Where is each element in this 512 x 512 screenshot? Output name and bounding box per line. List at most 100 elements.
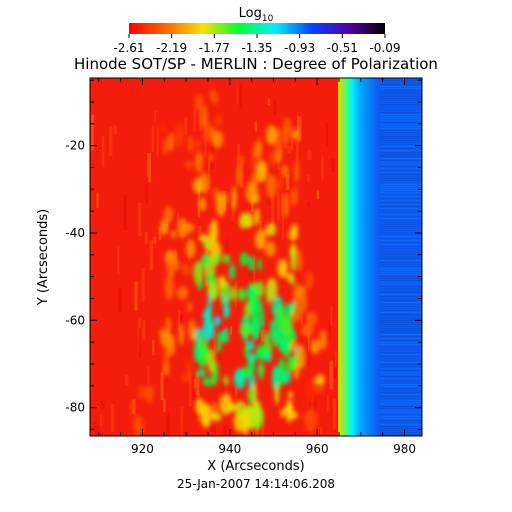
off-limb-streak (380, 298, 422, 299)
granule-streak (308, 322, 310, 352)
granule-streak (145, 178, 148, 203)
granule-streak (180, 314, 184, 329)
off-limb-streak (380, 258, 422, 259)
off-limb-streak (380, 314, 422, 315)
granule-streak (248, 269, 253, 277)
polarization-patch (254, 318, 260, 333)
off-limb-streak (380, 350, 422, 351)
polarization-patch (197, 280, 203, 291)
off-limb-streak (380, 356, 422, 357)
granule-streak (290, 139, 294, 151)
granule-streak (113, 124, 118, 135)
off-limb-streak (380, 336, 422, 337)
off-limb-streak (380, 146, 422, 147)
colorbar-tick-label: -1.77 (199, 41, 230, 55)
granule-streak (223, 425, 227, 436)
off-limb-streak (380, 122, 422, 123)
off-limb-streak (380, 384, 422, 385)
polarization-patch (186, 239, 196, 259)
off-limb-streak (380, 252, 422, 253)
polarization-patch (166, 255, 176, 279)
polarization-patch (177, 286, 188, 300)
off-limb-streak (380, 374, 422, 375)
polarization-patch (251, 171, 260, 185)
colorbar-tick-label: -0.09 (369, 41, 400, 55)
off-limb-streak (380, 294, 422, 295)
polarization-patch (281, 165, 289, 177)
off-limb-streak (380, 150, 422, 151)
granule-streak (330, 360, 333, 390)
off-limb-streak (380, 364, 422, 365)
polarization-patch (239, 252, 250, 266)
off-limb-streak (380, 428, 422, 429)
off-limb-streak (380, 138, 422, 139)
off-limb-streak (380, 220, 422, 221)
granule-streak (195, 372, 200, 395)
polarization-patch (254, 207, 260, 226)
off-limb-streak (380, 414, 422, 415)
off-limb-streak (380, 286, 422, 287)
x-tick-label: 940 (218, 442, 241, 456)
off-limb-streak (380, 190, 422, 191)
off-limb-streak (380, 172, 422, 173)
x-axis: 920 940 960 980 (98, 78, 416, 456)
off-limb-streak (380, 180, 422, 181)
off-limb-streak (380, 340, 422, 341)
y-tick-label: -20 (65, 139, 85, 153)
polarization-patch (249, 403, 262, 425)
off-limb-streak (380, 90, 422, 91)
polarization-patch (135, 414, 140, 434)
granule-streak (231, 201, 235, 221)
polarization-patch (283, 317, 294, 337)
off-limb-streak (380, 408, 422, 409)
polarization-patch (255, 229, 266, 250)
off-limb-streak (380, 186, 422, 187)
granule-streak (260, 329, 265, 342)
granule-streak (267, 195, 271, 206)
polarization-patch (214, 114, 223, 127)
off-limb-streak (380, 360, 422, 361)
granule-streak (262, 321, 265, 340)
chart-title: Hinode SOT/SP - MERLIN : Degree of Polar… (74, 55, 438, 73)
polarization-patch (163, 205, 174, 224)
granule-streak (154, 110, 157, 123)
off-limb-streak (380, 402, 422, 403)
granule-streak (96, 192, 99, 209)
granule-streak (271, 198, 275, 229)
granule-streak (100, 400, 105, 409)
polarization-patch (301, 323, 314, 337)
y-axis: -20 -40 -60 -80 (65, 79, 422, 430)
polarization-patch (246, 217, 254, 228)
off-limb-streak (380, 368, 422, 369)
off-limb-streak (380, 260, 422, 261)
polarization-patch (216, 331, 229, 343)
granule-streak (239, 83, 242, 109)
polarization-patch (297, 249, 302, 273)
off-limb-streak (380, 362, 422, 363)
y-axis-label: Y (Arcseconds) (36, 209, 51, 306)
y-tick-label: -40 (65, 226, 85, 240)
off-limb-streak (380, 324, 422, 325)
polarization-patch (163, 137, 168, 157)
off-limb-streak (380, 244, 422, 245)
granule-streak (328, 319, 331, 340)
granule-streak (273, 100, 277, 115)
polarization-patch (214, 315, 222, 327)
off-limb-streak (380, 204, 422, 205)
off-limb-streak (380, 416, 422, 417)
y-tick-label: -60 (65, 313, 85, 327)
polarization-patch (223, 375, 229, 386)
off-limb-streak (380, 342, 422, 343)
polarization-patch (195, 151, 203, 173)
granule-streak (307, 343, 311, 366)
granule-streak (198, 97, 203, 132)
granule-streak (325, 122, 329, 147)
off-limb-streak (380, 274, 422, 275)
off-limb-streak (380, 376, 422, 377)
granule-streak (177, 310, 181, 331)
polarization-patch (254, 140, 262, 159)
off-limb-streak (380, 388, 422, 389)
off-limb-streak (380, 390, 422, 391)
off-limb-streak (380, 136, 422, 137)
granule-streak (297, 328, 300, 339)
